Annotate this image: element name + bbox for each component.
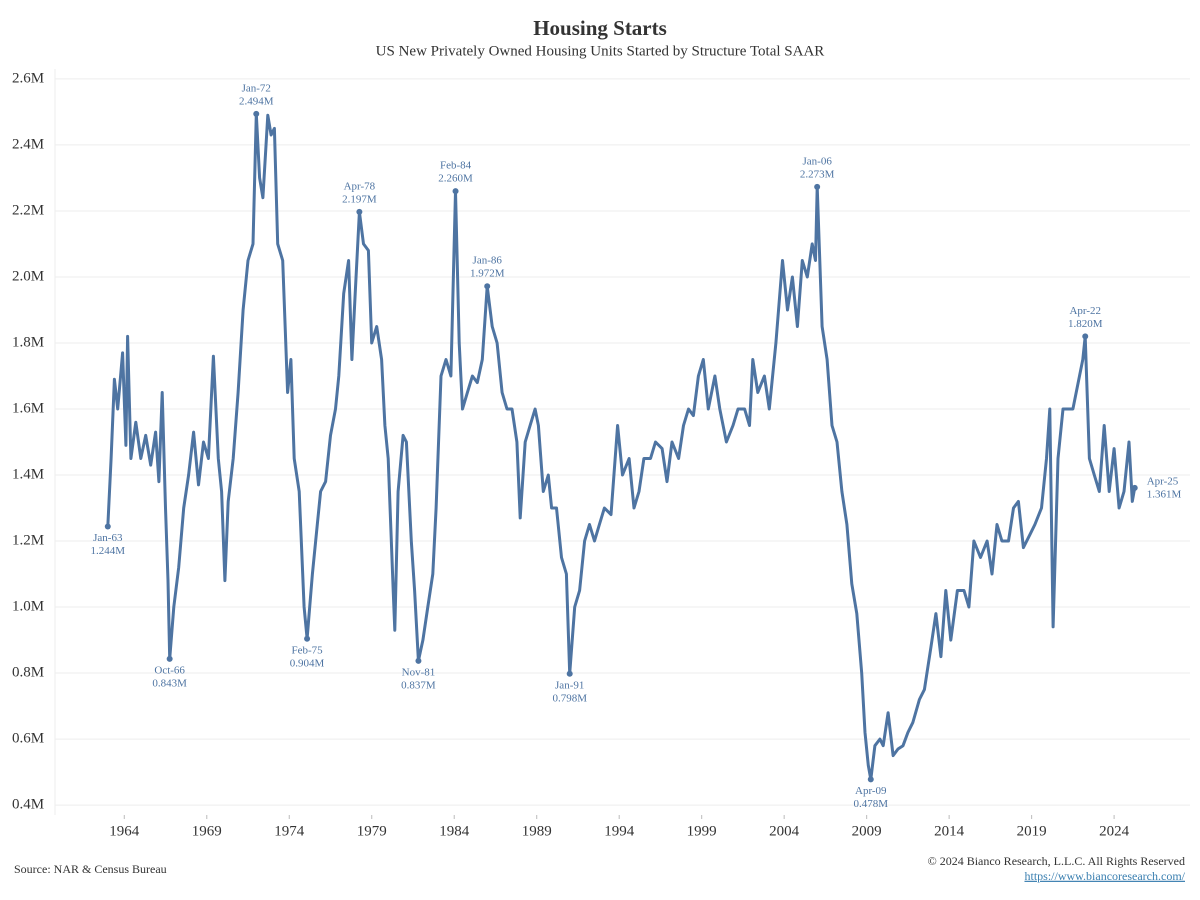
y-tick-label: 1.2M bbox=[12, 532, 44, 548]
annotation-value: 1.361M bbox=[1147, 488, 1182, 500]
annotation-label: Jan-63 bbox=[93, 532, 123, 544]
annotation-value: 0.798M bbox=[552, 692, 587, 704]
annotation-value: 2.273M bbox=[800, 168, 835, 180]
x-tick-label: 2019 bbox=[1017, 823, 1047, 839]
y-tick-label: 0.4M bbox=[12, 797, 44, 813]
annotation-dot bbox=[867, 776, 874, 783]
annotation-dot bbox=[484, 283, 491, 290]
x-tick-label: 2009 bbox=[852, 823, 882, 839]
annotation-dot bbox=[104, 523, 111, 530]
annotation-label: Oct-66 bbox=[154, 664, 185, 676]
copyright: © 2024 Bianco Research, L.L.C. All Right… bbox=[928, 854, 1185, 868]
x-tick-label: 1964 bbox=[109, 823, 140, 839]
annotation-value: 2.494M bbox=[239, 95, 274, 107]
annotation-dot bbox=[1131, 484, 1138, 491]
x-tick-label: 1999 bbox=[687, 823, 717, 839]
url[interactable]: https://www.biancoresearch.com/ bbox=[1024, 869, 1185, 883]
annotation-value: 0.837M bbox=[401, 679, 436, 691]
y-tick-label: 0.6M bbox=[12, 731, 44, 747]
annotation-dot bbox=[304, 635, 311, 642]
x-tick-label: 1984 bbox=[439, 823, 470, 839]
x-tick-label: 2014 bbox=[934, 823, 965, 839]
y-tick-label: 1.0M bbox=[12, 598, 44, 614]
annotation-dot bbox=[356, 208, 363, 215]
source: Source: NAR & Census Bureau bbox=[14, 862, 167, 876]
annotation-value: 2.260M bbox=[438, 173, 473, 185]
annotation-label: Feb-75 bbox=[291, 644, 323, 656]
x-tick-label: 2004 bbox=[769, 823, 800, 839]
annotation-value: 1.972M bbox=[470, 268, 505, 280]
annotation-value: 0.843M bbox=[152, 677, 187, 689]
annotation-value: 0.478M bbox=[854, 798, 889, 810]
annotation-label: Jan-06 bbox=[803, 155, 833, 167]
annotation-label: Jan-86 bbox=[473, 255, 503, 267]
annotation-label: Jan-72 bbox=[242, 82, 271, 94]
annotation-dot bbox=[253, 110, 260, 117]
y-tick-label: 1.6M bbox=[12, 400, 44, 416]
annotation-value: 0.904M bbox=[290, 657, 325, 669]
annotation-label: Apr-22 bbox=[1069, 305, 1101, 317]
annotation-label: Nov-81 bbox=[402, 666, 436, 678]
x-tick-label: 1969 bbox=[192, 823, 222, 839]
y-tick-label: 2.0M bbox=[12, 268, 44, 284]
annotation-label: Apr-25 bbox=[1147, 475, 1179, 487]
chart-title: Housing Starts bbox=[533, 16, 667, 40]
y-tick-label: 2.6M bbox=[12, 70, 44, 86]
annotation-value: 1.820M bbox=[1068, 318, 1103, 330]
x-tick-label: 1994 bbox=[604, 823, 635, 839]
annotation-label: Feb-84 bbox=[440, 160, 472, 172]
x-tick-label: 1989 bbox=[522, 823, 552, 839]
y-tick-label: 0.8M bbox=[12, 664, 44, 680]
annotation-dot bbox=[566, 670, 573, 677]
annotation-label: Apr-09 bbox=[855, 785, 887, 797]
annotation-dot bbox=[452, 188, 459, 195]
x-tick-label: 1979 bbox=[357, 823, 387, 839]
y-tick-label: 1.8M bbox=[12, 334, 44, 350]
annotation-value: 2.197M bbox=[342, 193, 377, 205]
annotation-label: Apr-78 bbox=[344, 180, 376, 192]
annotation-dot bbox=[1082, 333, 1089, 340]
y-tick-label: 2.4M bbox=[12, 136, 44, 152]
y-tick-label: 1.4M bbox=[12, 466, 44, 482]
x-tick-label: 2024 bbox=[1099, 823, 1130, 839]
line bbox=[106, 112, 1137, 781]
annotation-dot bbox=[415, 657, 422, 664]
annotation-label: Jan-91 bbox=[555, 679, 584, 691]
y-tick-label: 2.2M bbox=[12, 202, 44, 218]
chart-subtitle: US New Privately Owned Housing Units Sta… bbox=[376, 43, 825, 59]
annotation-dot bbox=[814, 183, 821, 190]
annotation-dot bbox=[166, 655, 173, 662]
x-tick-label: 1974 bbox=[274, 823, 305, 839]
annotation-value: 1.244M bbox=[91, 545, 126, 557]
